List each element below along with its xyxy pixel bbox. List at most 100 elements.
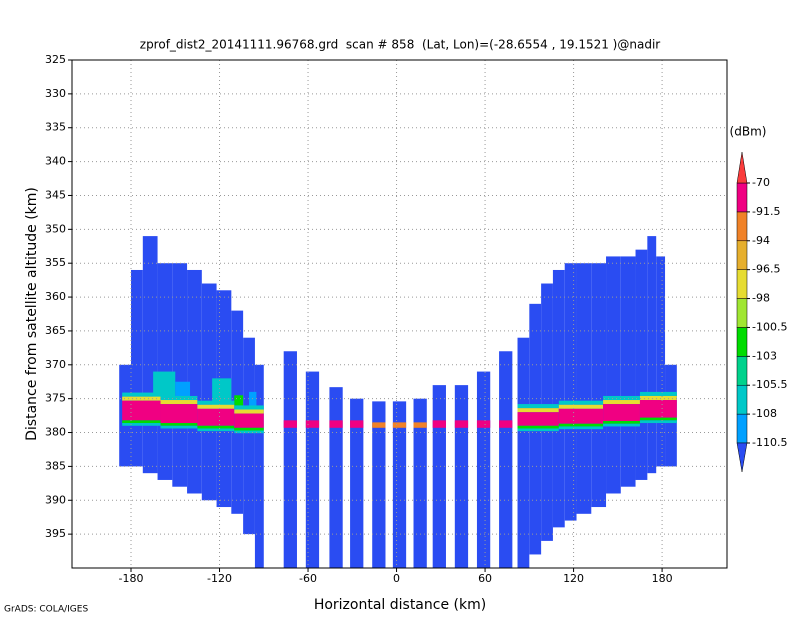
x-tick-label: 120 — [563, 572, 584, 585]
colorbar-label: -110.5 — [752, 436, 787, 449]
colorbar-box — [736, 356, 748, 386]
heatmap-cell — [197, 400, 235, 405]
heatmap-cell — [647, 236, 657, 474]
heatmap-cell — [122, 396, 161, 401]
heatmap-cell — [517, 428, 559, 432]
heatmap-cell — [603, 395, 640, 401]
colorbar-label: -96.5 — [752, 263, 780, 276]
heatmap-cell — [234, 427, 264, 431]
heatmap-cell — [249, 391, 257, 409]
heatmap-cell — [197, 408, 235, 426]
x-tick-label: 60 — [478, 572, 492, 585]
heatmap-cell — [639, 417, 677, 421]
x-tick-label: -120 — [207, 572, 232, 585]
y-tick-label: 365 — [45, 324, 66, 337]
heatmap-cell — [160, 425, 198, 429]
y-tick-label: 355 — [45, 256, 66, 269]
colorbar-label: -70 — [752, 176, 770, 189]
heatmap-cell — [153, 371, 176, 399]
y-tick-label: 360 — [45, 290, 66, 303]
heatmap-cell — [350, 420, 364, 428]
y-tick-label: 390 — [45, 493, 66, 506]
x-tick-label: -180 — [119, 572, 144, 585]
colorbar-box — [736, 384, 748, 415]
heatmap-cell — [175, 381, 191, 399]
heatmap-cell — [187, 269, 202, 494]
heatmap-cell — [283, 351, 297, 568]
footer: GrADS: COLA/IGES — [4, 605, 88, 615]
heatmap-cell — [558, 400, 604, 405]
heatmap-cell — [476, 371, 491, 568]
heatmap-cell — [329, 387, 343, 568]
heatmap-cell — [432, 420, 446, 428]
colorbar-low — [736, 442, 748, 473]
heatmap-cell — [564, 263, 577, 521]
heatmap-cell — [413, 422, 427, 428]
x-axis-label: Horizontal distance (km) — [314, 597, 486, 613]
heatmap-cell — [603, 423, 640, 427]
heatmap-cell — [558, 404, 604, 409]
y-tick-label: 350 — [45, 222, 66, 235]
heatmap-cell — [329, 420, 343, 428]
colorbar-label: -108 — [752, 407, 777, 420]
y-axis-label: Distance from satellite altitude (km) — [24, 187, 40, 441]
heatmap-cell — [639, 395, 677, 401]
chart-title: zprof_dist2_20141111.96768.grd scan # 85… — [140, 38, 661, 52]
heatmap-cell — [454, 385, 469, 568]
heatmap-cell — [172, 263, 188, 487]
heatmap-cell — [606, 256, 621, 494]
y-tick-label: 380 — [45, 426, 66, 439]
colorbar-label: (dBm) — [730, 125, 767, 139]
colorbar-box — [736, 413, 748, 444]
colorbar-box — [736, 327, 748, 357]
heatmap-cell — [413, 398, 427, 568]
heatmap-cell — [243, 337, 255, 535]
y-tick-label: 385 — [45, 459, 66, 472]
y-tick-label: 370 — [45, 358, 66, 371]
heatmap-cell — [454, 420, 469, 428]
heatmap-cell — [234, 395, 244, 406]
colorbar-box — [736, 240, 748, 270]
heatmap-cell — [603, 404, 640, 422]
field — [119, 236, 677, 568]
heatmap-cell — [639, 400, 677, 418]
y-tick-label: 375 — [45, 392, 66, 405]
heatmap-cell — [499, 351, 513, 568]
heatmap-cell — [234, 430, 264, 434]
heatmap-cell — [197, 425, 235, 429]
plot-frame — [71, 59, 728, 569]
heatmap-cell — [656, 256, 666, 467]
heatmap-cell — [160, 395, 198, 401]
colorbar-label: -100.5 — [752, 320, 787, 333]
heatmap-cell — [234, 405, 264, 410]
heatmap-cell — [558, 426, 604, 430]
heatmap-cell — [122, 420, 161, 424]
colorbar-label: -105.5 — [752, 378, 787, 391]
heatmap-cell — [558, 423, 604, 427]
heatmap-cell — [635, 249, 648, 480]
heatmap-cell — [372, 422, 386, 428]
heatmap-cell — [392, 401, 407, 568]
heatmap-cell — [254, 364, 264, 568]
y-tick-label: 325 — [45, 53, 66, 66]
heatmap-cell — [160, 423, 198, 426]
colorbar-box — [736, 211, 748, 242]
heatmap-cell — [639, 391, 677, 396]
heatmap-cell — [517, 337, 530, 568]
colorbar-box — [736, 182, 748, 213]
colorbar-label: -94 — [752, 234, 770, 247]
heatmap-cell — [517, 412, 559, 426]
colorbar-label: -98 — [752, 292, 770, 305]
heatmap-cell — [122, 392, 161, 397]
heatmap-cell — [620, 256, 636, 487]
x-tick-label: 0 — [393, 572, 400, 585]
heatmap-cell — [201, 283, 217, 501]
x-tick-label: -60 — [299, 572, 317, 585]
y-tick-label: 345 — [45, 188, 66, 201]
colorbar-label: -91.5 — [752, 205, 780, 218]
heatmap-cell — [160, 404, 198, 424]
colorbar-box — [736, 298, 748, 328]
heatmap-cell — [234, 413, 264, 428]
